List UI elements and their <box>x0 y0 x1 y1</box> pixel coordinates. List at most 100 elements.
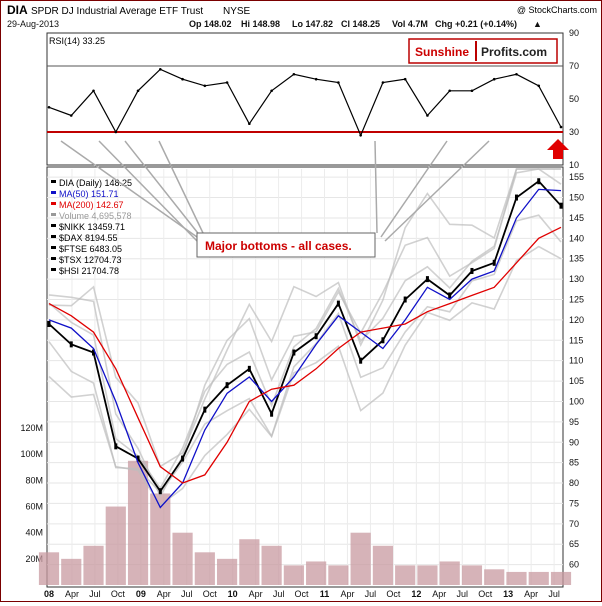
callout-line <box>158 140 204 234</box>
volume-bar <box>506 571 527 585</box>
rsi-series <box>47 68 563 137</box>
legend-item: $DAX 8194.55 <box>59 233 118 243</box>
price-tick-label: 155 <box>569 172 584 182</box>
price-candle <box>559 202 563 209</box>
price-candle <box>181 455 185 462</box>
volume-bar <box>150 493 171 585</box>
volume-bar <box>194 552 215 585</box>
dia-price-line <box>48 179 562 493</box>
x-tick-label: Oct <box>111 589 126 599</box>
legend-swatch <box>51 246 56 249</box>
x-tick-label: Jul <box>273 589 285 599</box>
date-text: 29-Aug-2013 <box>7 19 59 29</box>
price-candle <box>448 292 452 299</box>
volume-bar <box>105 506 126 585</box>
rsi-point <box>114 130 118 134</box>
price-tick-label: 95 <box>569 417 579 427</box>
price-candle <box>514 194 518 201</box>
x-tick-label: Apr <box>524 589 538 599</box>
volume-bar <box>439 561 460 585</box>
volume-bar <box>61 558 82 585</box>
price-candle <box>247 365 251 372</box>
price-candle <box>69 341 73 348</box>
volume-bar <box>484 569 505 585</box>
rsi-point <box>92 89 95 93</box>
rsi-y-axis: 90 70 50 30 10 <box>569 28 579 170</box>
price-tick-label: 80 <box>569 478 579 488</box>
volume-bar <box>350 532 371 585</box>
rsi-point <box>559 125 563 129</box>
rsi-tick-label: 70 <box>569 61 579 71</box>
overlay-index-line <box>48 214 562 494</box>
rsi-point <box>270 89 273 93</box>
rsi-point <box>136 89 140 93</box>
price-tick-label: 70 <box>569 519 579 529</box>
rsi-point <box>470 89 474 93</box>
change-text: Chg +0.21 (+0.14%) <box>435 19 517 29</box>
price-candle <box>158 488 162 495</box>
legend-swatch <box>51 202 56 205</box>
overlay-index-line <box>48 168 561 498</box>
volume-series <box>38 460 572 585</box>
x-tick-label: Oct <box>295 589 310 599</box>
legend-swatch <box>51 180 56 183</box>
volume-bar <box>306 561 327 585</box>
price-candle <box>359 357 363 364</box>
rsi-point <box>492 77 496 81</box>
price-tick-label: 60 <box>569 560 579 570</box>
rsi-line <box>48 68 562 137</box>
price-candle <box>403 296 407 303</box>
rsi-tick-label: 10 <box>569 160 579 170</box>
rsi-point <box>314 77 318 81</box>
price-tick-label: 150 <box>569 193 584 203</box>
rsi-point <box>426 114 429 117</box>
x-tick-label: 10 <box>228 589 238 599</box>
high-text: Hi 148.98 <box>241 19 280 29</box>
x-tick-label: Oct <box>386 589 401 599</box>
x-tick-label: 13 <box>503 589 513 599</box>
rsi-point <box>381 81 385 84</box>
x-tick-label: 12 <box>411 589 421 599</box>
price-candle <box>92 349 96 356</box>
rsi-point <box>225 81 229 84</box>
open-text: Op 148.02 <box>189 19 232 29</box>
legend-swatch <box>51 257 56 260</box>
rsi-point <box>359 134 362 137</box>
volume-bar <box>127 460 149 585</box>
x-tick-label: Apr <box>340 589 354 599</box>
volume-y-axis: 120M 100M 80M 60M 40M 20M <box>20 423 43 564</box>
price-candle <box>136 455 140 462</box>
x-axis: 08 Apr Jul Oct 09 Apr Jul Oct 10 Apr Jul Oct 11 Apr Ju… <box>44 589 560 599</box>
rsi-point <box>69 114 73 117</box>
price-tick-label: 130 <box>569 274 584 284</box>
volume-bar <box>283 565 304 585</box>
callout-lines <box>60 140 490 242</box>
rsi-point <box>203 84 207 88</box>
volume-bar <box>372 545 394 585</box>
rsi-point <box>537 84 541 88</box>
callout-line <box>374 140 378 234</box>
price-tick-label: 140 <box>569 233 584 243</box>
rsi-tick-label: 50 <box>569 94 579 104</box>
symbol-text: DIA <box>7 3 28 17</box>
ma200-line <box>48 226 562 484</box>
x-tick-label: Jul <box>548 589 560 599</box>
legend-swatch <box>51 235 56 238</box>
callout-line <box>124 140 202 238</box>
legend-item: DIA (Daily) 148.25 <box>59 178 132 188</box>
callout-line <box>98 140 198 242</box>
volume-tick-label: 80M <box>25 475 43 485</box>
ma50-line <box>48 188 562 509</box>
rsi-point <box>515 72 518 76</box>
volume-tick-label: 40M <box>25 528 43 538</box>
price-y-axis: 155 150 145 140 135 130 125 120 115 110 105 100 95 90… <box>569 172 584 569</box>
up-arrow-icon <box>547 139 569 159</box>
price-candle <box>470 267 474 274</box>
rsi-point <box>159 68 162 71</box>
price-tick-label: 115 <box>569 335 583 345</box>
rsi-point <box>292 72 296 76</box>
legend-item: MA(200) 142.67 <box>59 200 124 210</box>
x-tick-label: 11 <box>320 589 330 599</box>
rsi-point <box>448 89 451 93</box>
volume-tick-label: 20M <box>25 554 43 564</box>
